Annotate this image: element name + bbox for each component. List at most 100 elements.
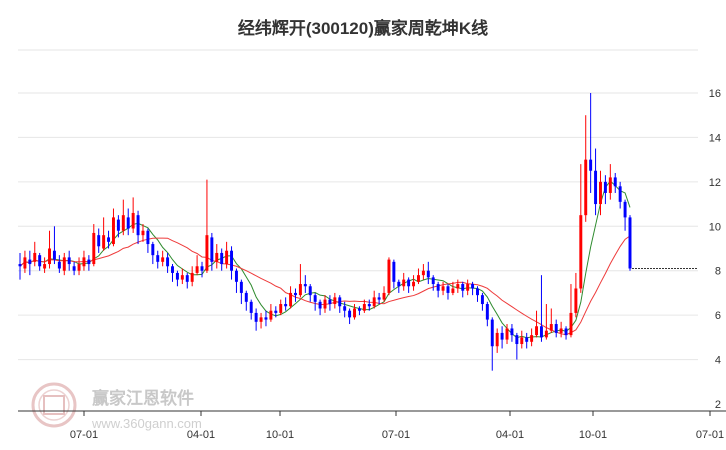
candle-body [195,266,199,273]
candle-body [608,177,612,193]
candle-body [495,332,499,347]
candle-body [530,335,534,342]
candle-body [485,304,489,320]
y-tick-label: 4 [715,355,721,367]
candle-body [146,230,150,245]
candle-body [343,306,347,311]
candle-body [220,252,224,265]
candles [18,93,632,371]
candle-body [446,286,450,293]
candle-body [603,181,607,193]
candle-body [126,217,130,229]
candle-body [254,312,258,322]
candle-body [559,328,563,333]
y-tick-label: 2 [715,399,721,411]
candle-body [48,248,51,265]
chart-title: 经纬辉开(300120)赢家周乾坤K线 [238,18,488,38]
candle-body [318,301,322,309]
candle-body [180,275,184,280]
candle-body [357,308,361,311]
candle-body [579,215,583,289]
candle-body [18,264,22,267]
candle-body [136,215,140,236]
candle-body [456,284,460,289]
candle-body [461,284,465,291]
candle-body [348,310,352,318]
candle-body [151,244,155,256]
candle-body [397,281,401,287]
candle-body [569,312,573,336]
watermark-url: www.360gann.com [91,416,202,431]
candle-body [520,337,524,345]
candle-body [308,286,312,296]
candle-body [161,257,165,262]
candle-body [289,292,293,307]
candle-body [539,326,543,338]
candle-body [205,235,209,271]
candle-body [171,266,174,273]
candle-body [392,261,396,282]
candle-body [190,272,194,282]
candle-body [215,252,219,262]
watermark: 赢家江恩软件 www.360gann.com [31,382,202,431]
y-tick-label: 8 [715,266,721,278]
candle-body [544,330,548,338]
watermark-name: 赢家江恩软件 [92,388,194,408]
candle-body [594,170,598,205]
x-tick-label: 07-01 [70,429,98,441]
candle-body [43,264,47,269]
candle-body [377,297,381,300]
candle-body [584,159,588,216]
candle-body [353,308,356,318]
candle-body [328,299,332,305]
candle-body [33,252,37,262]
candle-body [407,279,411,287]
candle-body [38,255,42,267]
candle-body [166,257,170,267]
candle-body [200,266,204,271]
x-tick-label: 07-01 [696,429,724,441]
x-tick-label: 04-01 [496,429,524,441]
candle-body [23,257,27,269]
ma-long-line [19,235,631,336]
candle-body [72,266,76,271]
candle-body [535,326,539,336]
candle-body [564,328,568,336]
candle-body [476,288,479,296]
candle-body [28,259,32,265]
candle-body [367,304,371,307]
candle-body [554,324,558,333]
candle-body [623,201,627,218]
candle-body [574,288,578,313]
x-tick-label: 10-01 [266,429,294,441]
candle-body [451,288,455,293]
candle-body [298,284,302,296]
candle-body [269,310,273,320]
candle-body [313,295,317,302]
ma-short-line [19,180,631,339]
candle-body [505,328,509,340]
y-axis: 2 4 6 8 10 12 14 16 [709,88,721,411]
candle-body [234,270,238,282]
moving-average-lines [19,180,631,339]
candle-body [338,297,342,307]
candle-body [111,217,115,245]
candle-body [416,275,420,282]
candle-body [107,237,111,242]
x-tick-label: 04-01 [187,429,215,441]
candle-body [525,337,529,342]
candle-body [259,317,263,322]
candle-body [244,292,248,302]
candle-body [82,257,86,267]
candle-body [131,212,135,229]
candle-body [613,177,617,187]
candle-body [402,279,406,287]
candle-body [618,186,622,202]
candle-body [116,219,120,231]
candle-body [87,259,91,265]
candle-body [471,284,475,289]
y-tick-label: 12 [709,177,721,189]
candle-body [274,310,278,313]
candle-body [431,277,435,285]
